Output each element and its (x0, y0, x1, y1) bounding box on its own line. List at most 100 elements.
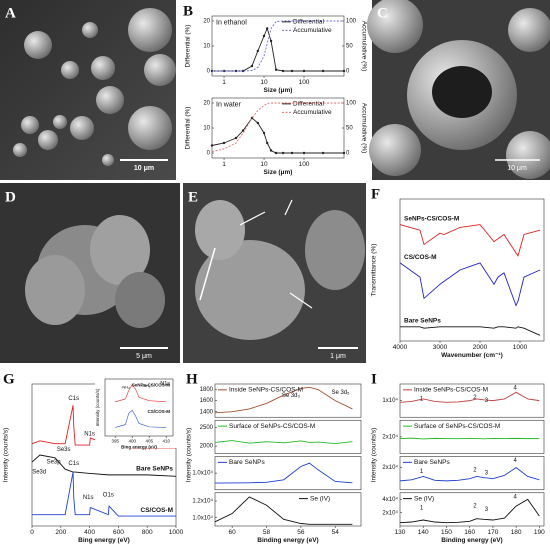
legend-label: Se (IV) (310, 495, 330, 502)
series-marker (342, 69, 346, 73)
series-marker (281, 69, 285, 73)
y2-axis-label: Accumulative (%) (360, 21, 367, 72)
y2-tick-label: 100 (346, 101, 357, 107)
series-marker (234, 136, 238, 140)
x-tick-label: 200 (55, 529, 66, 536)
y-tick-label: 4x10⁴ (382, 496, 398, 503)
series-line (211, 117, 344, 154)
x-tick-label: 600 (113, 529, 124, 536)
sem-image-a: 10 μm A (0, 0, 176, 180)
series-line (214, 440, 353, 444)
legend-label: Bare SeNPs (229, 459, 266, 466)
legend-label: Accumulative (293, 27, 332, 34)
y-tick-label: 20 (203, 101, 210, 107)
annotation: C1s (68, 396, 79, 402)
x-tick-label: 3000 (433, 344, 448, 351)
series-marker (321, 69, 325, 73)
x-tick-label: 0 (30, 529, 34, 536)
x-axis-label: Binding energy (eV) (257, 537, 318, 544)
y-axis-label: Intensity (counts/s) (186, 428, 193, 483)
series-marker (281, 151, 285, 155)
y-tick-label: 2x10⁴ (382, 509, 398, 516)
panel-label: C (377, 5, 388, 21)
legend-label: Inside SeNPs-CS/COS-M (229, 387, 303, 394)
series-label: CS/COS-M (404, 254, 437, 261)
y-tick-label: 1x10⁴ (382, 397, 398, 404)
series-marker (250, 64, 254, 68)
x-tick-label: 160 (464, 529, 475, 536)
panel-label: B (183, 3, 193, 19)
x-tick-label: 58 (263, 529, 271, 536)
x-axis-label: Bing energy (eV) (121, 444, 157, 449)
series-marker (234, 69, 238, 73)
series-marker (290, 151, 294, 155)
x-tick-label: 190 (534, 529, 545, 536)
series-label: CS/COS-M (141, 507, 174, 514)
x-tick-label: 1 (222, 161, 226, 168)
x-tick-label: 140 (418, 529, 429, 536)
panel-label: H (186, 371, 198, 387)
x-tick-label: 1 (222, 79, 226, 86)
y-tick-label: 1.0x10⁴ (192, 514, 213, 521)
series-line (214, 496, 353, 525)
series-line (399, 498, 540, 524)
x-tick-label: 54 (332, 529, 340, 536)
panel-label: E (188, 189, 198, 205)
plot-frame (399, 456, 545, 491)
y-axis-label: Intensity (counts/s) (371, 428, 378, 483)
x-tick-label: 1000 (169, 529, 184, 536)
series-line (32, 471, 176, 517)
y-axis-label: Intensity (counts/s) (3, 428, 10, 483)
annotation: Se3d (32, 470, 46, 476)
annotation: N1s (83, 495, 94, 501)
annotation: 2 (473, 504, 477, 510)
series-marker (302, 69, 306, 73)
series-label: Bare SeNPs (136, 466, 173, 473)
sem-image-d: 5 μm D (0, 183, 180, 363)
x-tick-label: 100 (299, 79, 310, 86)
x-tick-label: 130 (395, 529, 406, 536)
y-tick-label: 0 (207, 151, 211, 157)
x-tick-label: 180 (511, 529, 522, 536)
y-tick-label: 2x10⁴ (382, 433, 398, 440)
legend-label: Inside SeNPs-CS/COS-M (414, 387, 488, 394)
series-marker (265, 141, 269, 145)
legend-label: Surface of SeNPs-CS/COS-M (229, 423, 315, 430)
y-tick-label: 10 (203, 44, 210, 50)
x-tick-label: 405 (145, 438, 153, 443)
annotation: 3 (485, 471, 489, 477)
panel-label: F (371, 186, 380, 202)
series-label: CS/COS-M (148, 409, 171, 414)
subplot-title: In water (216, 101, 242, 108)
series-line (115, 384, 167, 403)
sem-image-e: 1 μm E (183, 183, 366, 363)
y2-tick-label: 0 (346, 151, 350, 157)
x-tick-label: 56 (297, 529, 305, 536)
annotation: N1s (84, 431, 95, 437)
annotation: 4 (514, 494, 518, 500)
panel-label: D (5, 189, 16, 205)
annotation: C1s (68, 461, 79, 467)
series-marker (274, 68, 278, 71)
series-line (214, 386, 353, 414)
y-tick-label: 1.2x10⁴ (192, 498, 213, 505)
series-marker (210, 144, 214, 147)
series-marker (222, 141, 226, 145)
series-line (212, 27, 344, 72)
series-label: SeNPs-CS/COS-M (132, 382, 171, 387)
subplot-title: In ethanol (216, 19, 247, 26)
y-tick-label: 2x10⁴ (382, 464, 398, 471)
x-axis-label: Binding energy (eV) (441, 537, 502, 544)
y-tick-label: 1600 (200, 398, 214, 404)
x-tick-label: 400 (128, 438, 136, 443)
y-axis-label: Transmittance (%) (371, 244, 378, 297)
x-axis-label: Bing energy (eV) (78, 537, 130, 544)
series-line (399, 467, 540, 482)
x-tick-label: 100 (299, 161, 310, 168)
series-marker (290, 69, 294, 73)
x-tick-label: 150 (441, 529, 452, 536)
annotation: 1 (420, 469, 424, 475)
annotation: O1s (103, 492, 114, 498)
y-tick-label: 1400 (200, 409, 214, 415)
y2-axis-label: Accumulative (%) (360, 103, 367, 154)
